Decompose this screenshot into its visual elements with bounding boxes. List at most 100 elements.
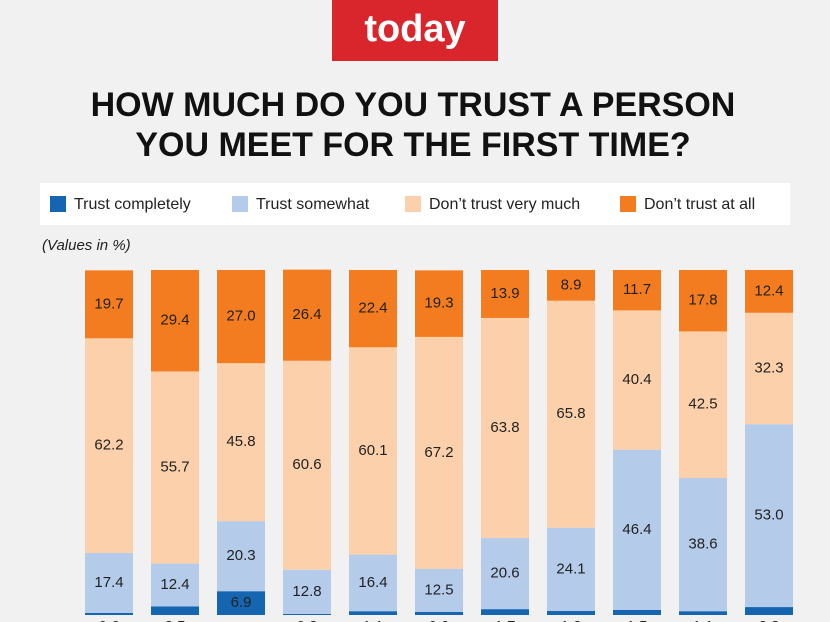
bar-segment	[217, 521, 265, 592]
data-label: 67.2	[424, 444, 453, 461]
bar-segment	[349, 611, 397, 615]
brand-box	[332, 0, 498, 61]
brand: today	[364, 8, 465, 50]
data-label: 11.7	[623, 281, 651, 298]
data-label: 63.8	[490, 419, 519, 436]
data-label: 60.1	[358, 442, 387, 459]
bar-segment	[217, 363, 265, 522]
data-label: 62.2	[94, 437, 123, 454]
subtitle: (Values in %)	[42, 237, 131, 254]
bar-segment	[85, 338, 133, 553]
bar-segment	[745, 312, 793, 425]
bar-segment	[283, 269, 331, 361]
data-label: 45.8	[226, 433, 255, 450]
bar-segment	[151, 563, 199, 607]
bar-segment	[481, 270, 529, 318]
bar-segment	[679, 611, 727, 615]
data-label: 0.9	[429, 618, 450, 622]
data-label: 16.4	[358, 574, 387, 591]
bar-segment	[547, 270, 595, 301]
data-label: 2.5	[165, 618, 186, 622]
data-label: 0.3	[297, 618, 318, 622]
data-label: 19.3	[424, 295, 453, 312]
legend-label: Don’t trust at all	[644, 196, 755, 213]
data-label: 13.9	[490, 285, 519, 302]
data-label: 42.5	[688, 396, 717, 413]
bar-segment	[481, 609, 529, 615]
bar-segment	[679, 478, 727, 612]
data-label: 12.4	[160, 576, 189, 593]
data-label: 27.0	[226, 308, 255, 325]
bar-segment	[481, 538, 529, 610]
data-label: 26.4	[292, 306, 321, 323]
bar-segment	[613, 449, 661, 610]
bar-segment	[547, 300, 595, 528]
bar-segment	[415, 611, 463, 615]
data-label: 17.8	[688, 292, 717, 309]
data-label: 6.9	[231, 594, 252, 611]
data-label: 12.8	[292, 583, 321, 600]
bar-segment	[547, 527, 595, 611]
data-label: 24.1	[556, 560, 585, 577]
title-line: HOW MUCH DO YOU TRUST A PERSON	[91, 86, 736, 124]
bar-segment	[547, 610, 595, 615]
data-label: 65.8	[556, 405, 585, 422]
data-label: 12.5	[424, 581, 453, 598]
bar-segment	[85, 552, 133, 613]
data-label: 29.4	[160, 312, 189, 329]
bar-segment	[613, 270, 661, 311]
bar-segment	[679, 331, 727, 479]
data-label: 1.5	[627, 618, 648, 622]
legend-label: Trust somewhat	[256, 196, 370, 213]
bar-segment	[481, 317, 529, 539]
data-label: 17.4	[94, 574, 123, 591]
data-label: 19.7	[94, 295, 123, 312]
data-label: 8.9	[561, 276, 582, 293]
data-label: 46.4	[622, 521, 651, 538]
data-label: 40.4	[622, 371, 651, 388]
bar-segment	[85, 270, 133, 339]
data-label: 32.3	[754, 359, 783, 376]
bar-segment	[745, 424, 793, 608]
bar-segment	[745, 607, 793, 615]
bar-segment	[151, 606, 199, 615]
data-label: 55.7	[160, 458, 189, 475]
bar-segment	[85, 612, 133, 615]
legend-swatch	[405, 196, 421, 212]
bar-segment	[283, 613, 331, 615]
bar-segment	[415, 270, 463, 337]
bar-segment	[217, 270, 265, 364]
data-label: 20.6	[490, 565, 519, 582]
data-label: 22.4	[358, 300, 387, 317]
bar-segment	[679, 270, 727, 332]
bar-segment	[151, 270, 199, 372]
data-label: 1.1	[693, 618, 714, 622]
bar-segment	[283, 360, 331, 570]
title-line: YOU MEET FOR THE FIRST TIME?	[135, 126, 690, 164]
bar-segment	[151, 371, 199, 564]
data-label: 2.3	[759, 618, 780, 622]
bar-segment	[613, 609, 661, 615]
data-label: 20.3	[226, 547, 255, 564]
bar-segment	[283, 569, 331, 614]
data-label: 1.2	[561, 618, 582, 622]
data-label: 12.4	[754, 282, 783, 299]
data-label: 1.1	[363, 618, 384, 622]
bar-segment	[349, 554, 397, 612]
bar-segment	[349, 347, 397, 555]
bar-segment	[745, 270, 793, 313]
data-label: 53.0	[754, 507, 783, 524]
legend-swatch	[50, 196, 66, 212]
data-label: 38.6	[688, 536, 717, 553]
bar-segment	[415, 336, 463, 569]
legend-swatch	[620, 196, 636, 212]
data-label: 0.6	[99, 618, 120, 622]
legend-label: Trust completely	[74, 196, 191, 213]
bar-segment	[415, 568, 463, 612]
bar-segment	[217, 591, 265, 615]
bar-segment	[349, 270, 397, 348]
data-label: 1.7	[495, 618, 516, 622]
legend-label: Don’t trust very much	[429, 196, 580, 213]
